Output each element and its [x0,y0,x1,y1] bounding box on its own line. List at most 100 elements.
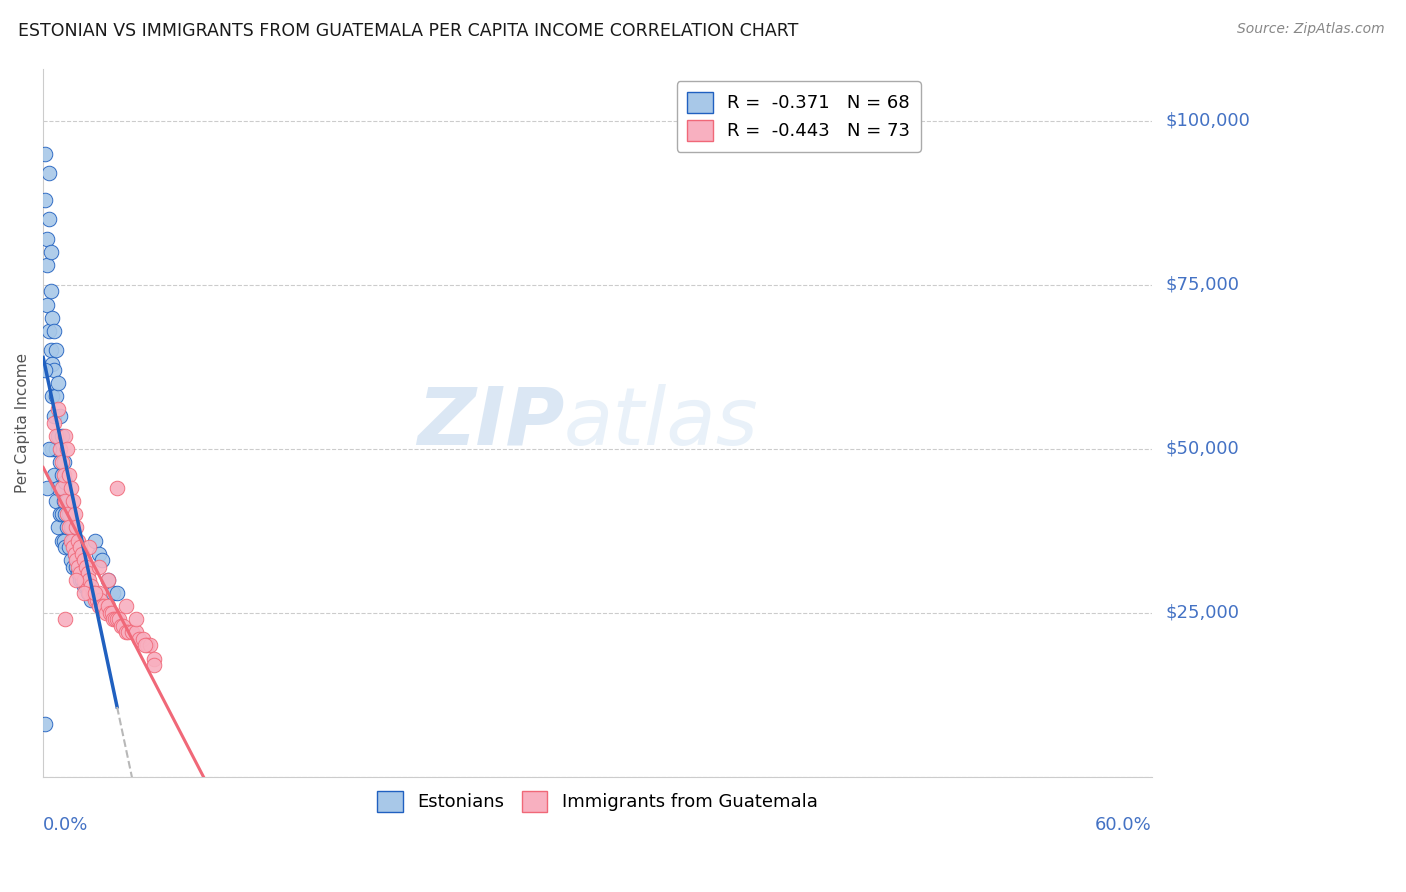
Point [34,146,56,161]
Point [35,232,58,246]
Point [89,592,111,607]
Point [124,612,146,626]
Point [46,402,69,417]
Point [91,553,114,567]
Point [98,606,121,620]
Point [58,468,80,483]
Point [93,599,115,614]
Point [53,494,76,508]
Point [41,357,63,371]
Point [38,166,60,180]
Point [59,520,82,534]
Point [58,508,80,522]
Point [100,606,122,620]
Point [135,639,157,653]
Point [45,442,67,456]
Point [38,212,60,227]
Point [49,442,72,456]
Point [44,409,66,423]
Point [79,586,101,600]
Point [49,409,72,423]
Point [45,389,67,403]
Point [87,559,110,574]
Point [38,324,60,338]
Point [53,475,76,489]
Legend: Estonians, Immigrants from Guatemala: Estonians, Immigrants from Guatemala [368,781,827,821]
Point [35,297,58,311]
Point [39,343,62,358]
Point [56,442,79,456]
Point [121,625,143,640]
Point [52,455,75,469]
Point [103,612,125,626]
Point [124,625,146,640]
Point [44,324,66,338]
Point [128,632,150,646]
Text: Source: ZipAtlas.com: Source: ZipAtlas.com [1237,22,1385,37]
Point [51,481,73,495]
Point [97,573,120,587]
Point [51,468,73,483]
Point [75,579,97,593]
Point [52,468,75,483]
Point [111,619,134,633]
Point [104,612,127,626]
Point [143,658,166,673]
Point [39,245,62,260]
Point [44,468,66,483]
Point [62,533,84,548]
Point [73,553,96,567]
Text: $75,000: $75,000 [1166,276,1240,293]
Point [80,579,103,593]
Point [46,428,69,442]
Point [53,508,76,522]
Point [79,586,101,600]
Point [84,592,107,607]
Point [105,586,128,600]
Point [62,494,84,508]
Point [35,258,58,272]
Point [105,481,128,495]
Point [45,343,67,358]
Point [84,586,107,600]
Point [46,376,69,391]
Point [76,586,98,600]
Point [44,416,66,430]
Text: 60.0%: 60.0% [1095,815,1152,833]
Point [35,481,58,495]
Point [34,193,56,207]
Point [63,508,86,522]
Point [63,547,86,561]
Point [69,573,91,587]
Point [79,540,101,554]
Point [117,625,139,640]
Point [143,651,166,665]
Point [41,310,63,325]
Point [52,494,75,508]
Point [59,481,82,495]
Point [70,573,93,587]
Point [51,455,73,469]
Point [34,363,56,377]
Point [67,566,90,581]
Point [56,494,79,508]
Point [56,520,79,534]
Point [45,428,67,442]
Point [115,625,138,640]
Point [69,566,91,581]
Text: ESTONIAN VS IMMIGRANTS FROM GUATEMALA PER CAPITA INCOME CORRELATION CHART: ESTONIAN VS IMMIGRANTS FROM GUATEMALA PE… [18,22,799,40]
Point [53,428,76,442]
Point [53,540,76,554]
Point [46,520,69,534]
Point [76,579,98,593]
Point [59,533,82,548]
Point [86,592,108,607]
Point [63,547,86,561]
Point [139,639,162,653]
Point [65,573,87,587]
Text: $50,000: $50,000 [1166,440,1239,458]
Point [51,508,73,522]
Point [65,559,87,574]
Point [87,586,110,600]
Point [62,540,84,554]
